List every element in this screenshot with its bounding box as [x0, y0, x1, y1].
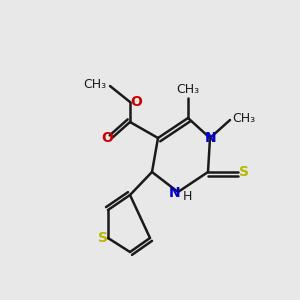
Text: N: N	[205, 131, 217, 145]
Text: N: N	[169, 186, 181, 200]
Text: O: O	[130, 95, 142, 109]
Text: S: S	[239, 165, 249, 179]
Text: O: O	[101, 131, 113, 145]
Text: H: H	[182, 190, 192, 203]
Text: S: S	[98, 231, 108, 245]
Text: CH₃: CH₃	[232, 112, 255, 124]
Text: CH₃: CH₃	[176, 83, 200, 96]
Text: CH₃: CH₃	[83, 77, 106, 91]
